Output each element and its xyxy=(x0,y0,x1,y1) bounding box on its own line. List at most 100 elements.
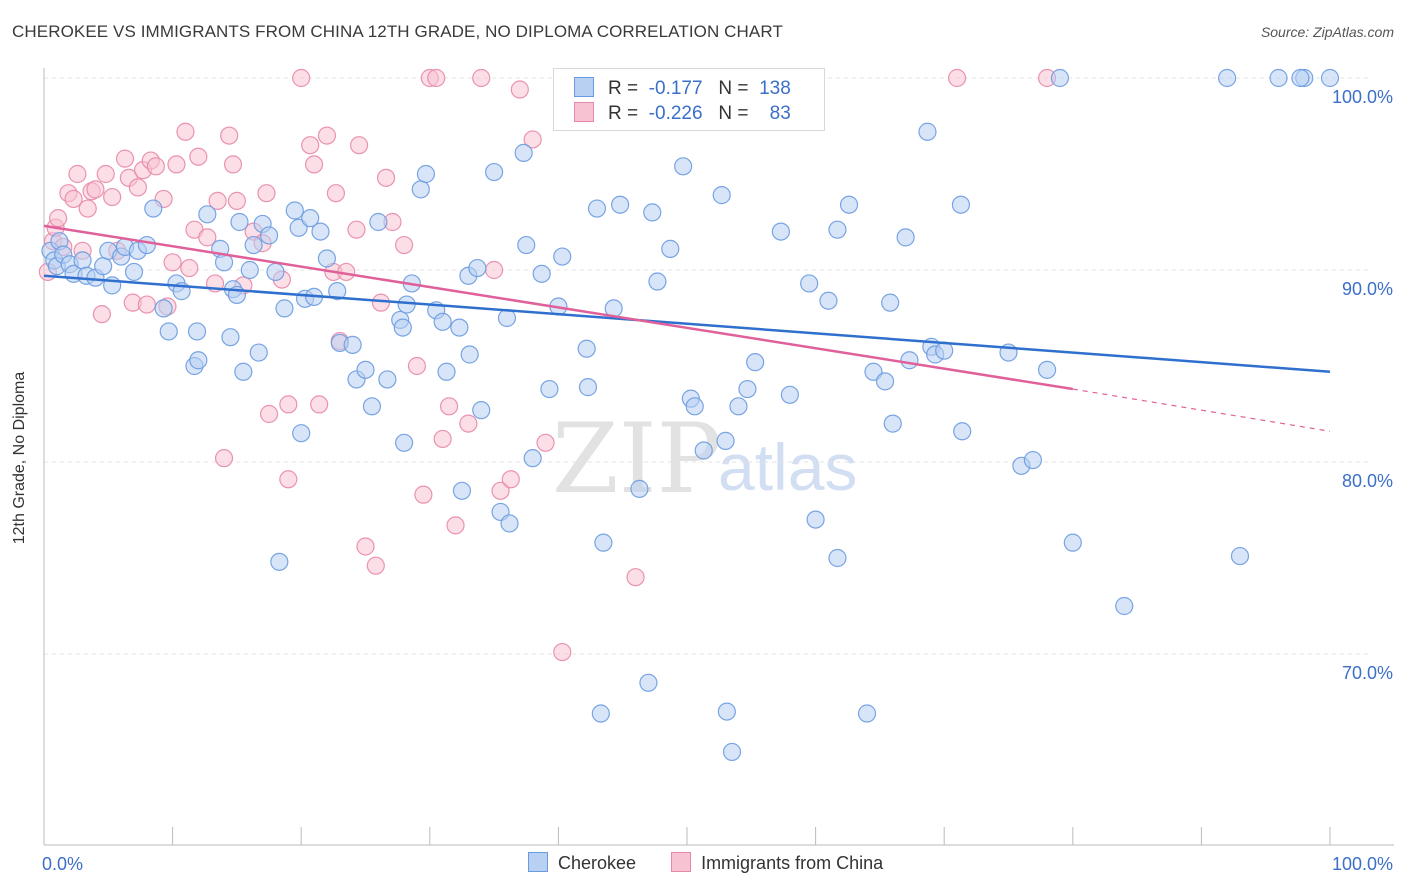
cherokee-point xyxy=(819,291,838,310)
china-point xyxy=(523,130,542,149)
cherokee-point xyxy=(514,143,533,162)
cherokee-point xyxy=(154,299,173,318)
china-point xyxy=(310,395,329,414)
china-point xyxy=(510,80,529,99)
legend-row-cherokee: R = -0.177 N = 138 xyxy=(574,77,791,101)
cherokee-point xyxy=(857,704,877,723)
china-point xyxy=(279,395,298,414)
cherokee-point xyxy=(896,228,915,247)
china-point xyxy=(96,164,115,184)
cherokee-point xyxy=(694,441,713,460)
china-point xyxy=(414,485,433,504)
china-point xyxy=(198,228,217,247)
cherokee-point xyxy=(1037,360,1057,379)
china-point xyxy=(347,220,366,239)
legend-item-cherokee: Cherokee xyxy=(528,852,636,874)
y-tick-label: 90.0% xyxy=(1342,279,1393,299)
cherokee-point xyxy=(1230,546,1250,566)
cherokee-point xyxy=(468,258,487,278)
cherokee-point xyxy=(94,257,113,276)
china-point xyxy=(472,68,491,88)
cherokee-point xyxy=(317,249,337,268)
cherokee-point xyxy=(189,351,208,370)
cherokee-point xyxy=(378,370,397,389)
china-point xyxy=(626,568,645,587)
legend-r-value: -0.177 xyxy=(648,78,703,99)
y-axis-label: 12th Grade, No Diploma xyxy=(11,371,28,545)
cherokee-point xyxy=(452,481,472,500)
cherokee-point xyxy=(328,282,347,301)
cherokee-point xyxy=(800,274,819,293)
cherokee-point xyxy=(738,379,757,399)
series-legend: Cherokee Immigrants from China xyxy=(528,852,913,874)
cherokee-trend-line xyxy=(43,274,1331,374)
china-point xyxy=(257,184,276,203)
china-point xyxy=(214,449,234,468)
china-point xyxy=(220,126,239,145)
y-tick-label: 100.0% xyxy=(1332,87,1393,107)
cherokee-point xyxy=(746,353,765,372)
china-point xyxy=(78,199,97,218)
cherokee-point xyxy=(311,222,330,241)
cherokee-point xyxy=(249,343,268,362)
cherokee-point xyxy=(806,510,825,529)
china-point xyxy=(92,305,111,324)
cherokee-point xyxy=(362,397,382,416)
cherokee-point xyxy=(240,260,259,280)
cherokee-point xyxy=(540,379,559,399)
cherokee-point xyxy=(881,293,900,312)
legend-n-label: N = xyxy=(718,78,749,99)
cherokee-point xyxy=(639,673,658,692)
cherokee-point xyxy=(717,702,736,721)
china-point xyxy=(115,149,135,168)
cherokee-point xyxy=(883,414,902,433)
cherokee-swatch xyxy=(574,77,594,97)
cherokee-point xyxy=(497,308,517,328)
china-point xyxy=(128,178,147,197)
cherokee-point xyxy=(500,514,519,533)
cherokee-point xyxy=(416,164,436,184)
cherokee-point xyxy=(137,235,156,255)
china-point xyxy=(433,429,452,449)
cherokee-point xyxy=(661,239,680,258)
cherokee-point xyxy=(187,322,207,341)
cherokee-point xyxy=(591,704,610,723)
legend-label-china: Immigrants from China xyxy=(701,853,884,873)
cherokee-point xyxy=(198,205,217,224)
cherokee-point xyxy=(1115,596,1134,616)
china-point xyxy=(317,126,337,145)
china-point xyxy=(180,258,199,278)
china-point xyxy=(208,191,227,210)
legend-item-china: Immigrants from China xyxy=(671,852,883,874)
cherokee-point xyxy=(716,431,735,450)
china-point xyxy=(485,260,504,280)
cherokee-point xyxy=(270,552,289,571)
cherokee-point xyxy=(611,195,630,214)
china-point xyxy=(64,189,83,209)
cherokee-point xyxy=(472,401,491,420)
china-point xyxy=(227,191,246,210)
cherokee-point xyxy=(532,264,551,283)
chart-title: CHEROKEE VS IMMIGRANTS FROM CHINA 12TH G… xyxy=(12,22,783,41)
china-point xyxy=(49,209,68,228)
cherokee-point xyxy=(918,122,937,141)
cherokee-point xyxy=(301,209,320,228)
china-point xyxy=(137,295,156,314)
cherokee-point xyxy=(1320,68,1340,88)
y-tick-label: 70.0% xyxy=(1342,663,1393,683)
china-point xyxy=(446,516,465,535)
cherokee-point xyxy=(685,397,704,416)
cherokee-point xyxy=(159,322,178,341)
china-point xyxy=(146,157,165,176)
china-point xyxy=(366,556,385,575)
china-point xyxy=(163,253,182,272)
china-point xyxy=(376,168,396,187)
china-point xyxy=(86,180,105,199)
legend-label-cherokee: Cherokee xyxy=(558,853,637,873)
cherokee-point xyxy=(356,360,375,379)
cherokee-point xyxy=(460,345,479,364)
china-swatch xyxy=(574,102,594,122)
cherokee-point xyxy=(587,199,607,218)
cherokee-point xyxy=(630,479,649,498)
cherokee-point xyxy=(523,449,542,468)
